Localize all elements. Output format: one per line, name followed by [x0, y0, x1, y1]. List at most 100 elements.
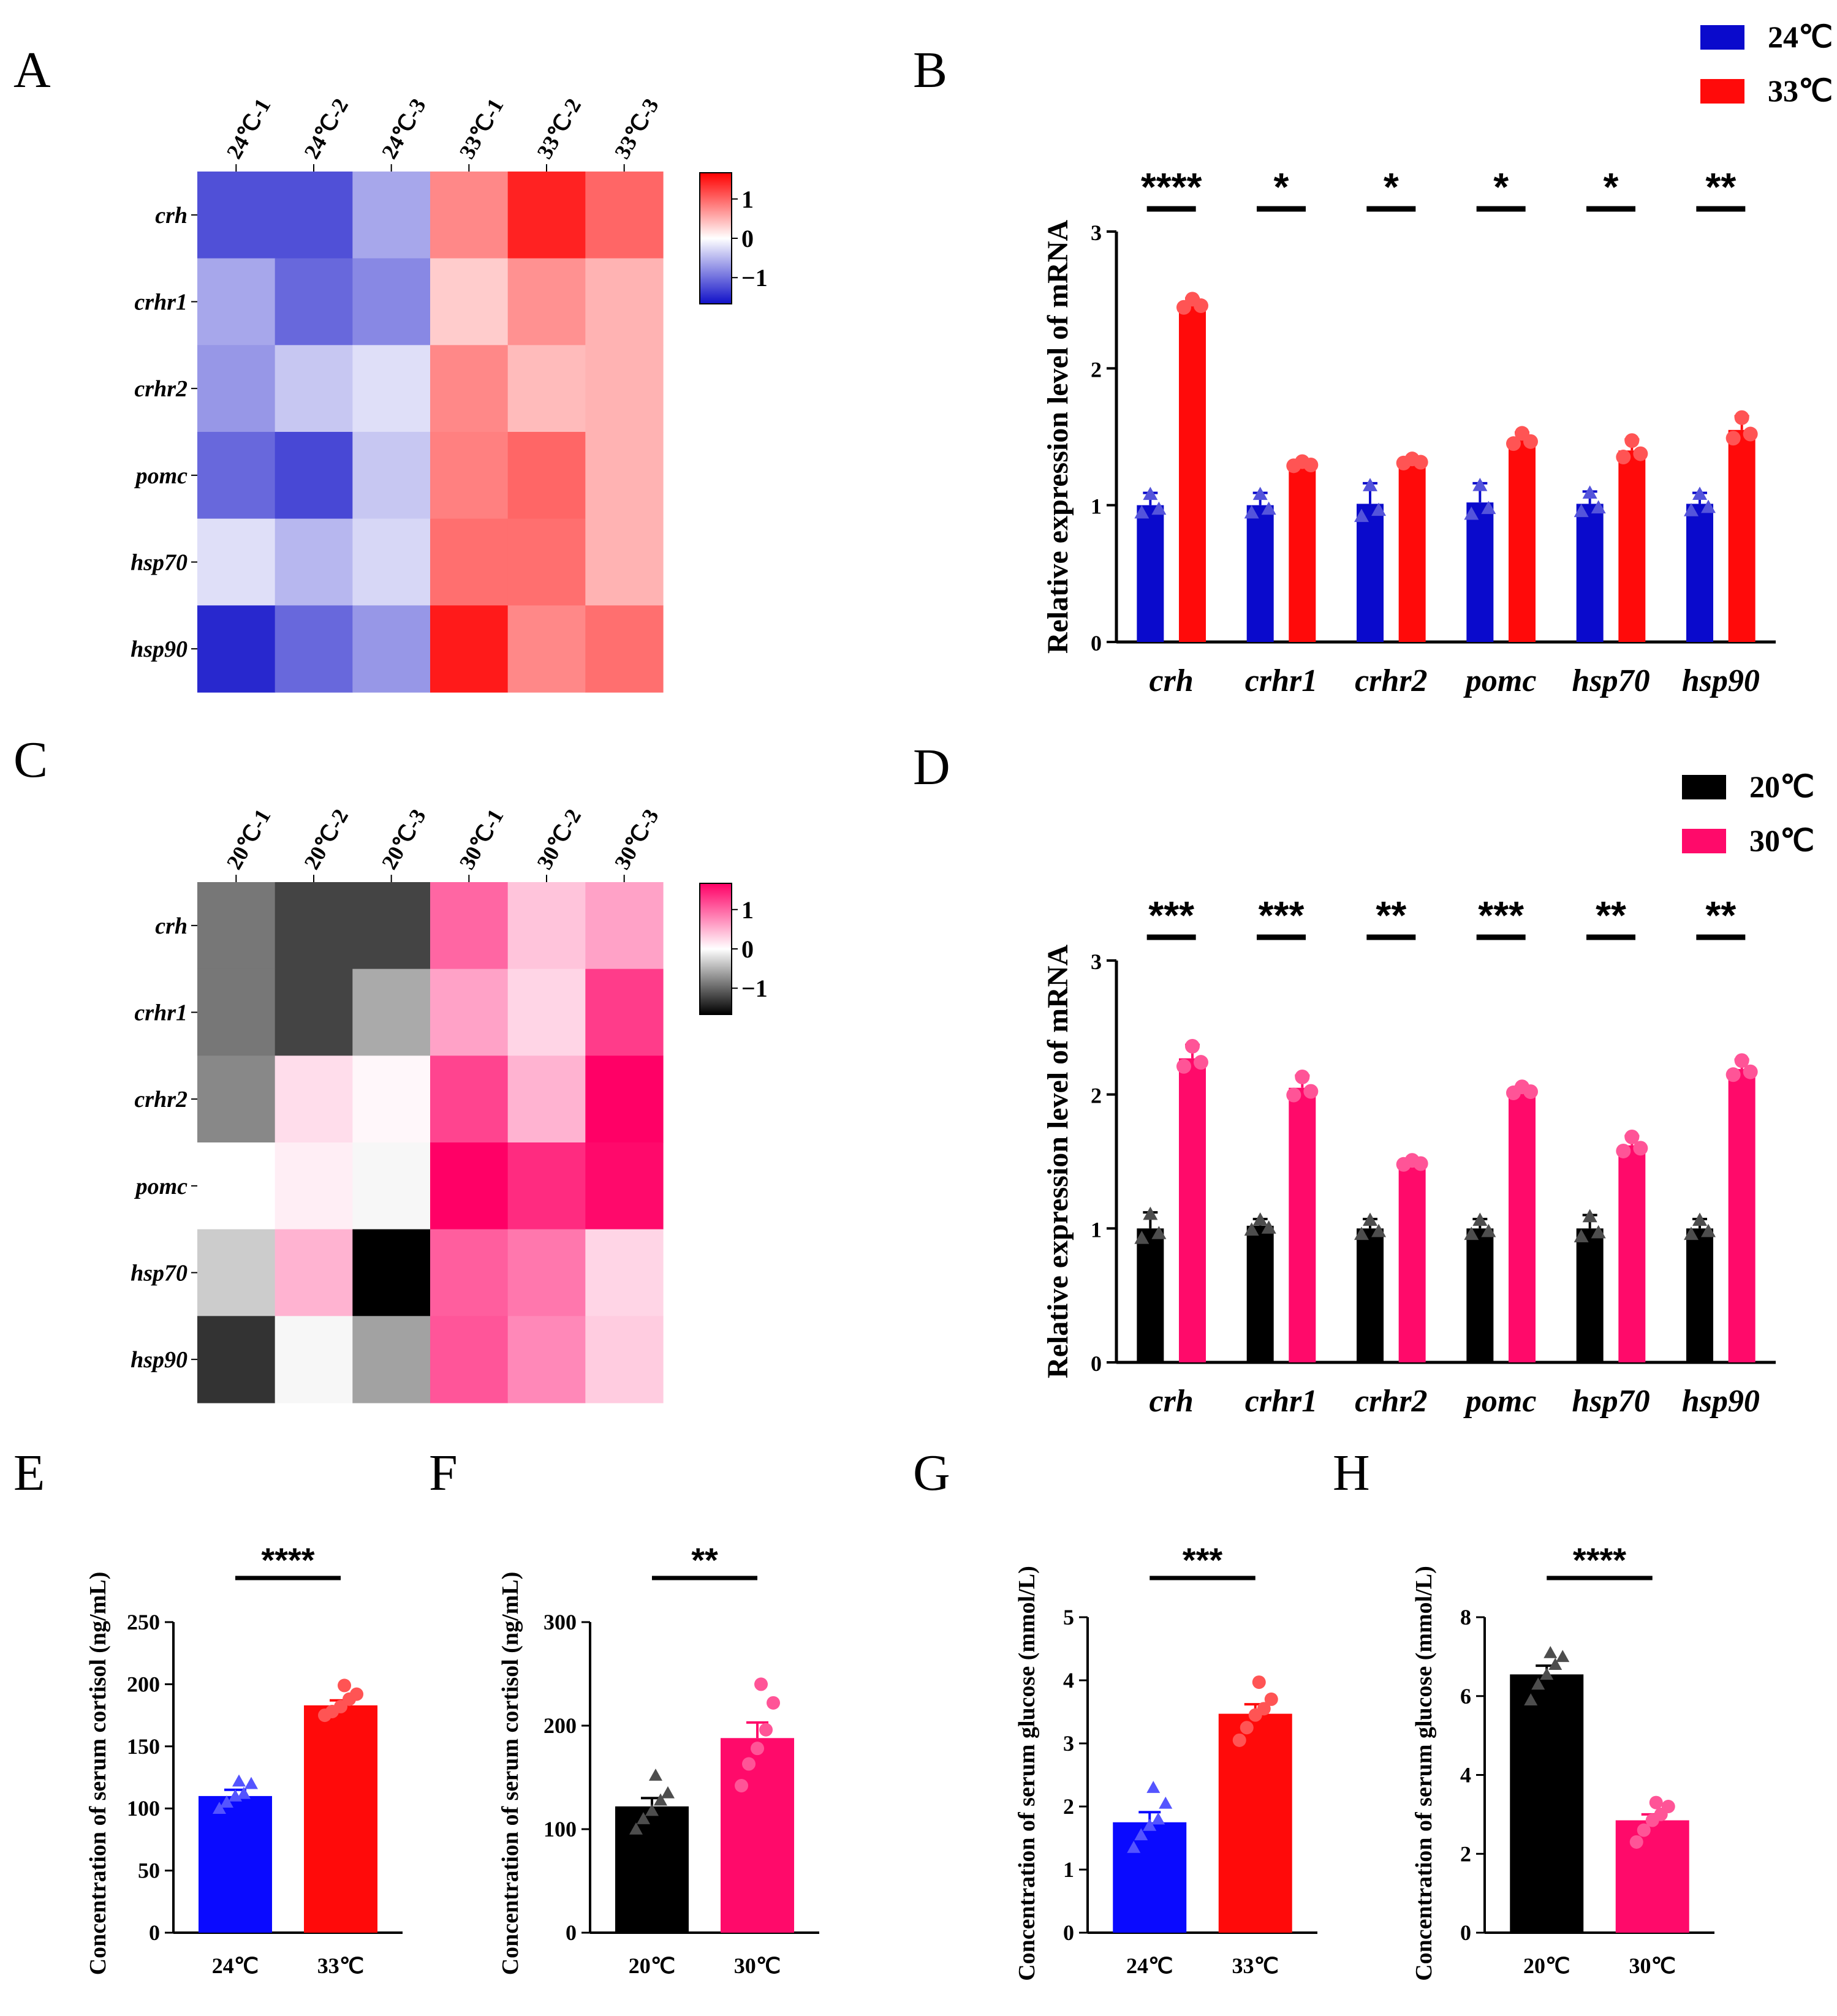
colorbar-tick-label: 0 [741, 225, 754, 252]
column-label: 24℃-3 [377, 94, 431, 163]
data-point [1743, 426, 1758, 442]
row-label: hsp90 [131, 1347, 187, 1373]
data-point [232, 1774, 246, 1787]
data-point [1582, 485, 1597, 499]
data-point [1371, 502, 1387, 516]
heatmap-cell [585, 518, 664, 606]
data-point [1264, 1692, 1278, 1706]
heatmap-cell [352, 518, 431, 606]
heatmap-cell [507, 968, 586, 1056]
data-point [1354, 508, 1369, 523]
data-point [653, 1793, 667, 1806]
heatmap-cell [585, 882, 664, 970]
significance-stars: *** [1259, 893, 1305, 937]
data-point [1649, 1795, 1663, 1810]
data-point [645, 1803, 659, 1816]
y-tick-label: 200 [127, 1672, 160, 1696]
data-point [767, 1696, 781, 1710]
y-axis-label: Relative expression level of mRNA [1042, 220, 1074, 654]
x-tick-label: 20℃ [629, 1954, 675, 1978]
heatmap-cell [430, 968, 509, 1056]
heatmap-cell [585, 1055, 664, 1143]
x-tick-label: 24℃ [1126, 1954, 1173, 1978]
data-point [1531, 1677, 1545, 1690]
y-tick-label: 3 [1091, 221, 1102, 245]
data-point [1591, 1225, 1606, 1239]
data-point [1371, 1223, 1387, 1237]
bar [1618, 450, 1646, 642]
data-point [1591, 500, 1606, 514]
data-point [1548, 1658, 1562, 1671]
x-tick-label: hsp90 [1682, 663, 1760, 698]
data-point [1363, 1212, 1378, 1226]
bar [721, 1738, 795, 1933]
data-point [1506, 436, 1521, 451]
x-tick-label: 30℃ [734, 1954, 781, 1978]
heatmap-cell [275, 172, 353, 259]
data-point [1743, 1064, 1758, 1079]
heatmap-cell [507, 432, 586, 519]
data-point [661, 1786, 675, 1799]
heatmap-cell [430, 1316, 509, 1403]
heatmap-cell [430, 518, 509, 606]
x-tick-label: crhr1 [1245, 1384, 1317, 1419]
bar [1728, 429, 1756, 642]
data-point [1252, 486, 1268, 500]
bar [1178, 1058, 1206, 1362]
data-point [1464, 506, 1479, 520]
column-label: 33℃-2 [532, 94, 586, 163]
colorbar-tick-label: 1 [741, 186, 754, 213]
x-tick-label: 33℃ [1232, 1954, 1279, 1978]
data-point [759, 1723, 773, 1737]
heatmap-cell [275, 968, 353, 1056]
y-tick-label: 0 [149, 1920, 160, 1945]
data-point [1354, 1226, 1369, 1240]
x-tick-label: pomc [1463, 663, 1537, 698]
heatmap-cell [585, 432, 664, 519]
colorbar-tick-label: −1 [741, 975, 768, 1002]
panel-label-g: G [913, 1444, 950, 1501]
bar [1466, 1228, 1494, 1362]
heatmap-cell [430, 605, 509, 693]
data-point [1176, 1059, 1191, 1074]
legend-swatch [1700, 79, 1744, 104]
data-point [1184, 1038, 1200, 1054]
grouped-bar-D: 0 1 2 3 Relative expression level of mRNA crh… [1042, 769, 1814, 1419]
significance-stars: **** [1141, 165, 1202, 209]
data-point [1523, 1084, 1538, 1100]
data-point [1303, 458, 1319, 473]
data-point [1303, 1084, 1319, 1099]
simple-bar-H: 0 2 4 6 8 Concentration of serum glucose (mmo… [1411, 1541, 1714, 1981]
heatmap-cell [197, 1316, 276, 1403]
data-point [1701, 1223, 1716, 1237]
significance-stars: *** [1478, 893, 1524, 937]
panel-label-c: C [13, 731, 48, 788]
bar [1246, 505, 1274, 642]
bar [1289, 1087, 1316, 1362]
data-point [1637, 1823, 1651, 1837]
heatmap-cell [430, 882, 509, 970]
data-point [1244, 1222, 1259, 1236]
heatmap-cell [275, 1229, 353, 1316]
y-tick-label: 300 [544, 1610, 577, 1634]
y-axis-label: Concentration of serum cortisol (ng/mL) [85, 1572, 111, 1976]
data-point [1692, 486, 1708, 500]
row-label: crhr2 [134, 1087, 187, 1112]
y-tick-label: 250 [127, 1610, 160, 1634]
data-point [1661, 1800, 1675, 1813]
data-point [1244, 505, 1259, 519]
legend-swatch [1700, 25, 1744, 50]
data-point [1257, 1702, 1271, 1716]
heatmap-cell [430, 1229, 509, 1316]
colorbar-bar [699, 883, 732, 1015]
bar [1357, 1228, 1384, 1362]
x-tick-label: 33℃ [317, 1954, 364, 1978]
data-point [1413, 455, 1428, 470]
bar [1137, 505, 1164, 642]
y-tick-label: 50 [138, 1859, 160, 1883]
y-tick-label: 1 [1091, 494, 1102, 519]
legend-swatch [1682, 775, 1726, 799]
data-point [338, 1678, 352, 1693]
y-tick-label: 2 [1091, 1084, 1102, 1108]
heatmap-cell [585, 1229, 664, 1316]
